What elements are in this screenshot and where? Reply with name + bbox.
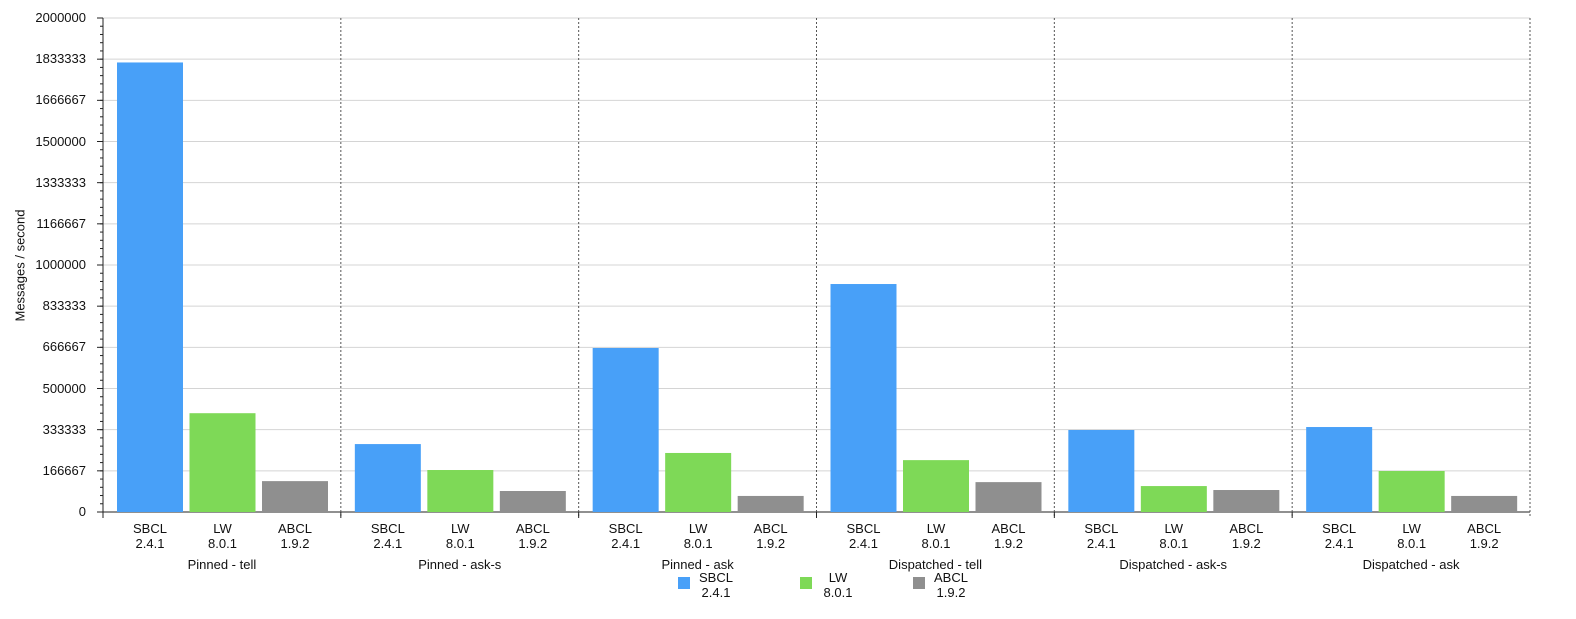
x-bar-label: SBCL 2.4.1 <box>1322 521 1357 551</box>
x-bar-label: ABCL 1.9.2 <box>1229 521 1264 551</box>
x-group-label: Pinned - tell <box>187 557 257 572</box>
bar <box>499 491 566 512</box>
bar <box>1378 470 1445 512</box>
x-bar-label: SBCL 2.4.1 <box>608 521 643 551</box>
x-group-label: Pinned - ask <box>661 557 734 572</box>
x-bar-label: ABCL 1.9.2 <box>1467 521 1502 551</box>
bar <box>903 460 969 512</box>
bar <box>354 444 421 512</box>
x-bar-label: SBCL 2.4.1 <box>133 521 167 551</box>
y-tick-label: 1833333 <box>35 51 86 67</box>
y-tick-label: 666667 <box>42 339 86 355</box>
bar <box>737 495 804 512</box>
x-bar-label: LW 8.0.1 <box>921 521 951 551</box>
x-bar-label: ABCL 1.9.2 <box>753 521 788 551</box>
x-bar-label: LW 8.0.1 <box>1397 521 1427 551</box>
x-bar-label: SBCL 2.4.1 <box>370 521 405 551</box>
bar <box>1068 429 1135 512</box>
legend-label: SBCL 2.4.1 <box>699 570 733 600</box>
x-bar-label: ABCL 1.9.2 <box>278 521 312 551</box>
y-tick-label: 1500000 <box>35 133 86 149</box>
y-tick-label: 1166667 <box>36 215 86 231</box>
y-tick-label: 333333 <box>42 421 86 437</box>
x-bar-label: LW 8.0.1 <box>1159 521 1189 551</box>
bar <box>189 413 256 512</box>
legend-label: LW 8.0.1 <box>823 570 853 600</box>
bar <box>1451 495 1518 512</box>
bar <box>1213 490 1280 512</box>
x-group-label: Dispatched - tell <box>888 557 983 572</box>
x-bar-label: LW 8.0.1 <box>683 521 713 551</box>
y-tick-label: 500000 <box>42 380 86 396</box>
x-bar-label: LW 8.0.1 <box>208 521 237 551</box>
bar <box>1306 427 1373 512</box>
y-tick-label: 166667 <box>42 462 86 478</box>
y-tick-label: 1333333 <box>35 174 86 190</box>
y-tick-label: 1666667 <box>35 92 86 108</box>
bar <box>427 470 494 512</box>
bar <box>592 347 659 512</box>
x-bar-label: ABCL 1.9.2 <box>991 521 1026 551</box>
bar <box>830 284 897 512</box>
legend-swatch <box>913 577 925 589</box>
y-tick-label: 0 <box>78 504 86 519</box>
legend-swatch <box>800 577 812 589</box>
x-bar-label: LW 8.0.1 <box>445 521 475 551</box>
y-tick-label: 2000000 <box>35 10 86 25</box>
x-bar-label: ABCL 1.9.2 <box>515 521 550 551</box>
x-group-label: Pinned - ask-s <box>418 557 502 572</box>
bar <box>117 62 183 513</box>
x-group-label: Dispatched - ask <box>1362 557 1460 572</box>
y-tick-label: 1000000 <box>35 257 86 272</box>
bar <box>975 482 1042 512</box>
y-tick-label: 833333 <box>42 298 86 314</box>
bar <box>665 452 732 512</box>
x-bar-label: SBCL 2.4.1 <box>846 521 881 551</box>
x-group-label: Dispatched - ask-s <box>1119 557 1228 572</box>
legend-swatch <box>678 577 690 589</box>
legend-label: ABCL 1.9.2 <box>934 570 968 600</box>
x-bar-label: SBCL 2.4.1 <box>1084 521 1119 551</box>
bar <box>1140 486 1207 512</box>
bar <box>262 481 328 512</box>
